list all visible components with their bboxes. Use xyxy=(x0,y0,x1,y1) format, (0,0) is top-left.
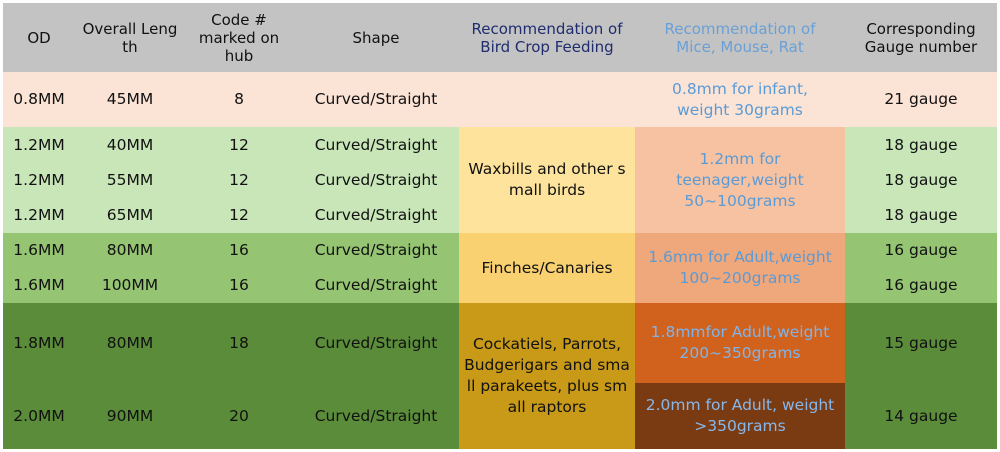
header-gauge-line: Gauge number xyxy=(864,37,978,56)
gauge-cell: 21 gauge xyxy=(845,72,997,127)
table-row: 1.2MM 40MM 12 Curved/Straight Waxbills a… xyxy=(3,127,997,233)
header-shape: Shape xyxy=(293,3,459,72)
shape-cell: Curved/Straight xyxy=(293,268,459,303)
header-bird-line: Recommendation of xyxy=(471,19,623,38)
shape-cell: Curved/Straight xyxy=(293,72,459,127)
gauge-cell: 16 gauge xyxy=(845,233,997,268)
table-row: 1.2MM 65MM 12 Curved/Straight 18 gauge xyxy=(3,198,997,233)
length-cell: 80MM xyxy=(75,233,185,268)
mice-line: 200~350grams xyxy=(679,344,801,362)
gauge-cell: 15 gauge xyxy=(845,303,997,383)
header-length: Overall Leng th xyxy=(75,3,185,72)
gauge-cell: 18 gauge xyxy=(845,198,997,233)
header-length-line: Overall Leng xyxy=(82,19,178,38)
length-cell: 40MM xyxy=(75,127,185,163)
bird-cell: Waxbills and other s mall birds xyxy=(459,127,635,233)
shape-cell: Curved/Straight xyxy=(293,127,459,163)
header-bird: Recommendation of Bird Crop Feeding xyxy=(459,3,635,72)
code-cell: 12 xyxy=(185,127,293,163)
table-row: 1.6MM 80MM 16 Curved/Straight Finches/Ca… xyxy=(3,233,997,303)
od-cell: 1.2MM xyxy=(3,127,75,163)
table-row: 1.6MM 100MM 16 Curved/Straight 16 gauge xyxy=(3,268,997,303)
mice-line: 100~200grams xyxy=(679,269,801,287)
length-cell: 45MM xyxy=(75,72,185,127)
code-cell: 8 xyxy=(185,72,293,127)
header-code-line: Code # xyxy=(211,10,267,29)
length-cell: 55MM xyxy=(75,163,185,198)
header-mice-line: Recommendation of xyxy=(664,19,816,38)
header-code-line: hub xyxy=(224,46,254,65)
header-bird-line: Bird Crop Feeding xyxy=(480,37,614,56)
code-cell: 16 xyxy=(185,268,293,303)
mice-line: teenager,weight xyxy=(676,170,804,189)
code-cell: 20 xyxy=(185,383,293,449)
bird-line: Finches/Canaries xyxy=(481,258,613,277)
header-gauge: Corresponding Gauge number xyxy=(845,3,997,72)
shape-cell: Curved/Straight xyxy=(293,233,459,268)
length-cell: 90MM xyxy=(75,383,185,449)
mice-line: 2.0mm for Adult, weight xyxy=(645,396,835,414)
bird-line: ll parakeets, plus sm xyxy=(466,377,628,395)
length-cell: 80MM xyxy=(75,303,185,383)
table-row: 2.0MM 90MM 20 Curved/Straight 2.0mm for … xyxy=(3,383,997,449)
mice-cell: 0.8mm for infant, weight 30grams xyxy=(635,72,845,127)
code-cell: 18 xyxy=(185,303,293,383)
needle-spec-table: OD Overall Leng th Code # marked on hub … xyxy=(3,3,997,449)
mice-cell: 1.2mm for teenager,weight 50~100grams xyxy=(635,127,845,233)
header-code-line: marked on xyxy=(198,28,280,47)
od-cell: 1.8MM xyxy=(3,303,75,383)
shape-cell: Curved/Straight xyxy=(293,198,459,233)
mice-line: 50~100grams xyxy=(684,191,796,210)
mice-cell: 2.0mm for Adult, weight >350grams xyxy=(635,383,845,449)
mice-line: 1.6mm for Adult,weight xyxy=(648,248,832,266)
table-row: 1.2MM 55MM 12 Curved/Straight 18 gauge xyxy=(3,163,997,198)
od-cell: 1.2MM xyxy=(3,163,75,198)
code-cell: 16 xyxy=(185,233,293,268)
od-cell: 2.0MM xyxy=(3,383,75,449)
table-row: 0.8MM 45MM 8 Curved/Straight 0.8mm for i… xyxy=(3,72,997,127)
gauge-cell: 14 gauge xyxy=(845,383,997,449)
header-code: Code # marked on hub xyxy=(185,3,293,72)
length-cell: 100MM xyxy=(75,268,185,303)
shape-cell: Curved/Straight xyxy=(293,163,459,198)
bird-line: Cockatiels, Parrots, xyxy=(472,335,622,353)
header-row: OD Overall Leng th Code # marked on hub … xyxy=(3,3,997,72)
code-cell: 12 xyxy=(185,198,293,233)
bird-cell-empty xyxy=(459,72,635,127)
code-cell: 12 xyxy=(185,163,293,198)
mice-line: >350grams xyxy=(694,417,786,435)
gauge-cell: 16 gauge xyxy=(845,268,997,303)
mice-cell: 1.8mmfor Adult,weight 200~350grams xyxy=(635,303,845,383)
gauge-cell: 18 gauge xyxy=(845,163,997,198)
header-gauge-line: Corresponding xyxy=(866,19,976,38)
bird-line: mall birds xyxy=(508,181,586,199)
mice-line: weight 30grams xyxy=(677,100,803,119)
bird-line: all raptors xyxy=(507,398,587,416)
header-length-line: th xyxy=(122,37,138,56)
mice-line: 0.8mm for infant, xyxy=(672,79,808,98)
od-cell: 0.8MM xyxy=(3,72,75,127)
needle-spec-table-wrapper: OD Overall Leng th Code # marked on hub … xyxy=(3,3,997,449)
shape-cell: Curved/Straight xyxy=(293,383,459,449)
mice-line: 1.2mm for xyxy=(699,149,781,168)
table-row: 1.8MM 80MM 18 Curved/Straight Cockatiels… xyxy=(3,303,997,449)
bird-line: Budgerigars and sma xyxy=(464,356,630,374)
od-cell: 1.6MM xyxy=(3,268,75,303)
od-cell: 1.2MM xyxy=(3,198,75,233)
od-cell: 1.6MM xyxy=(3,233,75,268)
bird-cell: Cockatiels, Parrots, Budgerigars and sma… xyxy=(459,303,635,449)
shape-cell: Curved/Straight xyxy=(293,303,459,383)
length-cell: 65MM xyxy=(75,198,185,233)
mice-line: 1.8mmfor Adult,weight xyxy=(650,323,830,341)
bird-cell: Finches/Canaries xyxy=(459,233,635,303)
gauge-cell: 18 gauge xyxy=(845,127,997,163)
header-od: OD xyxy=(3,3,75,72)
header-mice: Recommendation of Mice, Mouse, Rat xyxy=(635,3,845,72)
header-mice-line: Mice, Mouse, Rat xyxy=(676,37,804,56)
bird-line: Waxbills and other s xyxy=(468,160,626,178)
mice-cell: 1.6mm for Adult,weight 100~200grams xyxy=(635,233,845,303)
